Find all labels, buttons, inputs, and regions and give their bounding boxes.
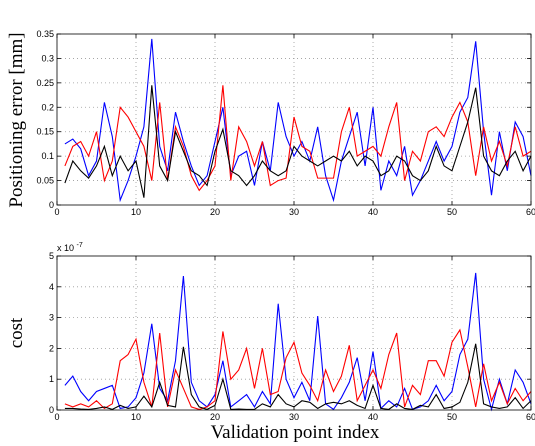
y-tick-label: 0.3 [41, 53, 54, 63]
y-tick-label: 0.2 [41, 102, 54, 112]
top-chart-positioning-error: 0 10 20 30 40 50 60 0 0.05 0.1 0.15 0.2 0.25 0.3 0.35 [36, 29, 535, 217]
bottom-x-axis-label: Validation point index [211, 422, 380, 443]
y-tick-label: 4 [49, 282, 54, 292]
y-tick-label: 0 [49, 200, 54, 210]
x-tick-label: 60 [526, 207, 535, 217]
x-tick-label: 10 [131, 207, 141, 217]
series-line-1 [64, 328, 532, 410]
bottom-chart-cost: 0 10 20 30 40 50 60 0 1 2 3 4 5 [49, 251, 535, 422]
y-tick-label: 0.15 [36, 127, 54, 137]
series-line-2 [64, 343, 532, 410]
series-line-1 [64, 85, 532, 192]
x-tick-label: 40 [368, 412, 378, 422]
x-tick-label: 50 [447, 207, 457, 217]
y-tick-label: 0.05 [36, 176, 54, 186]
bottom-y-scale-exponent-label: x 10 -7 [57, 242, 83, 253]
x-tick-label: 20 [210, 412, 220, 422]
x-tick-label: 40 [368, 207, 378, 217]
y-tick-label: 3 [49, 313, 54, 323]
top-y-axis-label: Positioning error [mm] [6, 32, 27, 207]
y-tick-label: 1 [49, 374, 54, 384]
exponent-base: x 10 [57, 243, 74, 253]
y-tick-label: 0.35 [36, 29, 54, 39]
y-tick-label: 0.25 [36, 78, 54, 88]
y-tick-label: 5 [49, 251, 54, 261]
x-tick-label: 50 [447, 412, 457, 422]
x-tick-label: 20 [210, 207, 220, 217]
x-tick-label: 30 [289, 412, 299, 422]
bottom-y-axis-label: cost [6, 317, 27, 348]
series-line-0 [64, 38, 532, 203]
x-tick-label: 60 [526, 412, 535, 422]
x-tick-label: 10 [131, 412, 141, 422]
x-tick-label: 30 [289, 207, 299, 217]
y-tick-label: 0.1 [41, 151, 54, 161]
x-tick-label: 0 [54, 207, 59, 217]
x-tick-label: 0 [54, 412, 59, 422]
y-tick-label: 2 [49, 343, 54, 353]
exponent-power: -7 [77, 242, 83, 249]
y-tick-label: 0 [49, 405, 54, 415]
series-line-2 [64, 85, 532, 198]
